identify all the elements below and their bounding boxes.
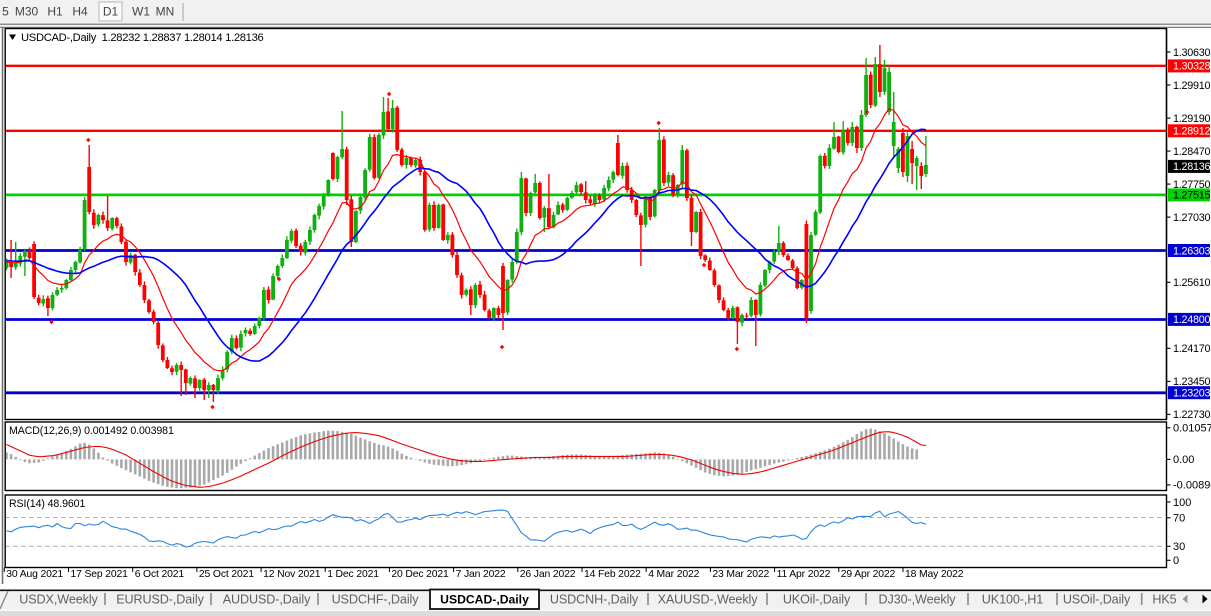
svg-text:MN: MN [156,5,175,19]
svg-text:23 Mar 2022: 23 Mar 2022 [712,569,769,580]
svg-text:1.24170: 1.24170 [1173,343,1211,355]
svg-text:H1: H1 [47,5,63,19]
svg-text:29 Apr 2022: 29 Apr 2022 [841,569,896,580]
svg-text:11 Apr 2022: 11 Apr 2022 [777,569,831,580]
svg-text:4 Mar 2022: 4 Mar 2022 [648,569,699,580]
svg-text:USDCAD-,Daily 1.28232 1.28837: USDCAD-,Daily 1.28232 1.28837 1.28014 1.… [21,32,264,44]
svg-text:0.010578: 0.010578 [1173,423,1211,435]
svg-text:W1: W1 [132,5,150,19]
svg-text:1.23450: 1.23450 [1173,376,1211,388]
svg-text:1.27515: 1.27515 [1173,190,1211,202]
svg-text:1.28470: 1.28470 [1173,146,1211,158]
svg-text:0.00: 0.00 [1173,454,1194,466]
svg-text:100: 100 [1173,497,1191,509]
svg-text:1.28136: 1.28136 [1173,161,1211,173]
svg-text:XAUUSD-,Weekly: XAUUSD-,Weekly [658,593,759,607]
svg-text:USDCAD-,Daily: USDCAD-,Daily [440,593,529,607]
svg-text:USDCHF-,Daily: USDCHF-,Daily [332,593,420,607]
svg-text:12 Nov 2021: 12 Nov 2021 [263,569,321,580]
svg-text:RSI(14) 48.9601: RSI(14) 48.9601 [9,498,85,510]
svg-text:1.27750: 1.27750 [1173,179,1211,191]
svg-text:1.29190: 1.29190 [1173,113,1211,125]
svg-text:HK5: HK5 [1152,593,1176,607]
svg-text:USDX,Weekly: USDX,Weekly [19,593,98,607]
svg-text:14 Feb 2022: 14 Feb 2022 [584,569,641,580]
svg-text:M30: M30 [15,5,39,19]
svg-text:1.25610: 1.25610 [1173,277,1211,289]
svg-text:1 Dec 2021: 1 Dec 2021 [327,569,379,580]
svg-text:17 Sep 2021: 17 Sep 2021 [71,569,129,580]
svg-text:1.24800: 1.24800 [1173,314,1211,326]
svg-text:H4: H4 [72,5,88,19]
svg-text:25 Oct 2021: 25 Oct 2021 [199,569,254,580]
svg-text:7 Jan 2022: 7 Jan 2022 [456,569,506,580]
svg-text:DJ30-,Weekly: DJ30-,Weekly [879,593,957,607]
svg-text:1.22730: 1.22730 [1173,409,1211,421]
svg-text:USDCNH-,Daily: USDCNH-,Daily [550,593,639,607]
svg-text:70: 70 [1173,513,1185,525]
svg-text:1.30328: 1.30328 [1173,61,1211,73]
svg-text:-0.00896: -0.00896 [1173,480,1211,492]
svg-text:6 Oct 2021: 6 Oct 2021 [135,569,185,580]
svg-text:20 Dec 2021: 20 Dec 2021 [391,569,449,580]
svg-text:USOil-,Daily: USOil-,Daily [1063,593,1131,607]
svg-text:D1: D1 [103,5,119,19]
svg-text:0: 0 [1173,555,1179,567]
svg-text:1.30630: 1.30630 [1173,47,1211,59]
svg-text:1.28912: 1.28912 [1173,126,1211,138]
svg-text:AUDUSD-,Daily: AUDUSD-,Daily [223,593,311,607]
svg-text:1.29910: 1.29910 [1173,80,1211,92]
svg-text:UK100-,H1: UK100-,H1 [982,593,1043,607]
svg-text:EURUSD-,Daily: EURUSD-,Daily [116,593,204,607]
svg-text:MACD(12,26,9) 0.001492 0.00398: MACD(12,26,9) 0.001492 0.003981 [9,425,174,437]
svg-text:5: 5 [2,5,9,19]
svg-text:30: 30 [1173,541,1185,553]
svg-text:1.26303: 1.26303 [1173,245,1211,257]
svg-text:1.27030: 1.27030 [1173,212,1211,224]
svg-text:UKOil-,Daily: UKOil-,Daily [783,593,851,607]
svg-text:18 May 2022: 18 May 2022 [905,569,964,580]
svg-text:26 Jan 2022: 26 Jan 2022 [520,569,576,580]
svg-text:1.23203: 1.23203 [1173,388,1211,400]
svg-text:30 Aug 2021: 30 Aug 2021 [6,569,63,580]
